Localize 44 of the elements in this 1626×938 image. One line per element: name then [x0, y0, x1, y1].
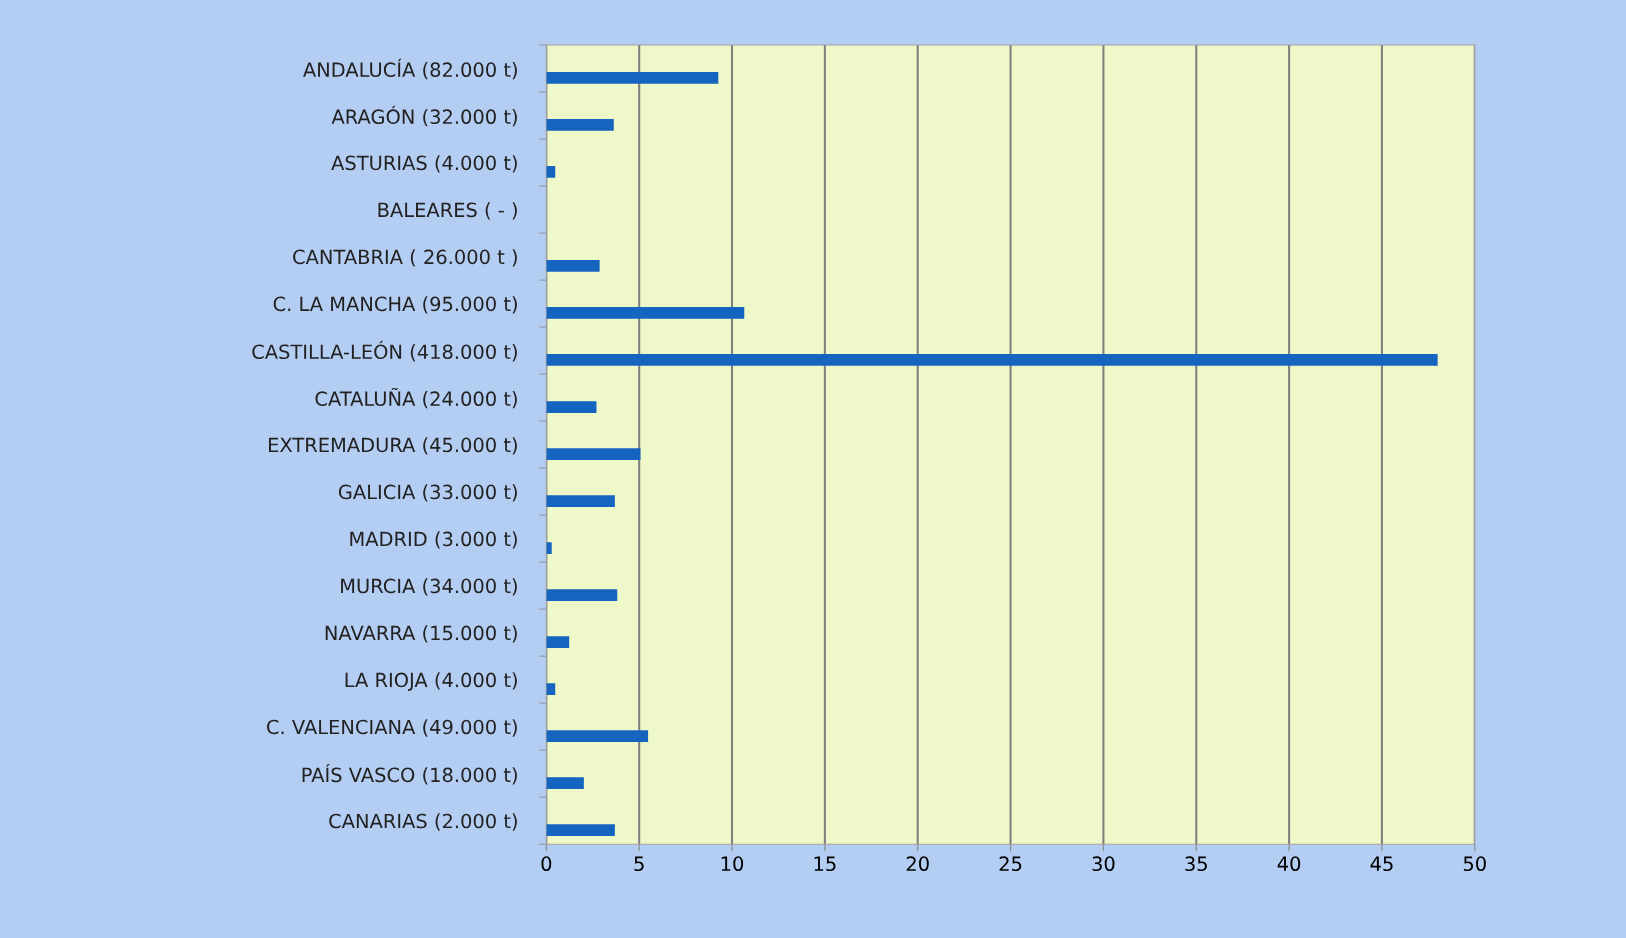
x-tick-label: 0	[541, 856, 552, 872]
y-tick-label: C. VALENCIANA (49.000 t)	[267, 719, 517, 737]
bar	[546, 72, 719, 84]
y-tick-label: MADRID (3.000 t)	[350, 531, 517, 549]
x-tick-label: 30	[1092, 856, 1115, 872]
bar	[546, 636, 570, 648]
y-tick-label: CANARIAS (2.000 t)	[329, 813, 517, 831]
bar	[546, 730, 649, 742]
bar	[546, 495, 615, 507]
x-tick-label: 40	[1277, 856, 1301, 872]
y-tick-label: NAVARRA (15.000 t)	[325, 625, 517, 643]
x-tick-label: 25	[999, 856, 1022, 872]
bar	[546, 166, 556, 178]
x-tick-label: 20	[906, 856, 929, 872]
bar	[546, 683, 556, 695]
y-tick-label: BALEARES ( - )	[378, 202, 517, 220]
bar	[546, 260, 600, 272]
y-tick-label: C. LA MANCHA (95.000 t)	[273, 296, 517, 314]
x-tick-label: 35	[1185, 856, 1207, 872]
y-tick-label: GALICIA (33.000 t)	[338, 484, 517, 502]
bar	[546, 119, 614, 131]
bar	[546, 448, 641, 460]
y-tick-label: EXTREMADURA (45.000 t)	[269, 437, 517, 455]
bar	[546, 777, 584, 789]
y-tick-label: MURCIA (34.000 t)	[341, 578, 517, 596]
bar	[546, 307, 745, 319]
x-tick-label: 45	[1370, 856, 1393, 872]
bar	[546, 589, 618, 601]
bar	[546, 354, 1438, 366]
y-tick-label: CANTABRIA ( 26.000 t )	[293, 249, 517, 267]
bar	[546, 824, 615, 836]
bar	[546, 542, 552, 554]
y-tick-label: CASTILLA-LEÓN (418.000 t)	[252, 340, 517, 362]
y-tick-label: LA RIOJA (4.000 t)	[345, 672, 517, 691]
y-tick-label: ANDALUCÍA (82.000 t)	[303, 58, 517, 80]
bar	[546, 401, 597, 413]
x-tick-label: 5	[634, 856, 644, 872]
x-tick-label: 10	[721, 856, 744, 872]
y-tick-label: CATALUÑA (24.000 t)	[315, 387, 517, 409]
x-tick-label: 50	[1463, 856, 1486, 872]
y-tick-label: ASTURIAS (4.000 t)	[331, 155, 517, 173]
y-tick-label: ARAGÓN (32.000 t)	[331, 105, 517, 127]
y-tick-label: PAÍS VASCO (18.000 t)	[302, 763, 517, 785]
x-tick-label: 15	[814, 856, 836, 872]
